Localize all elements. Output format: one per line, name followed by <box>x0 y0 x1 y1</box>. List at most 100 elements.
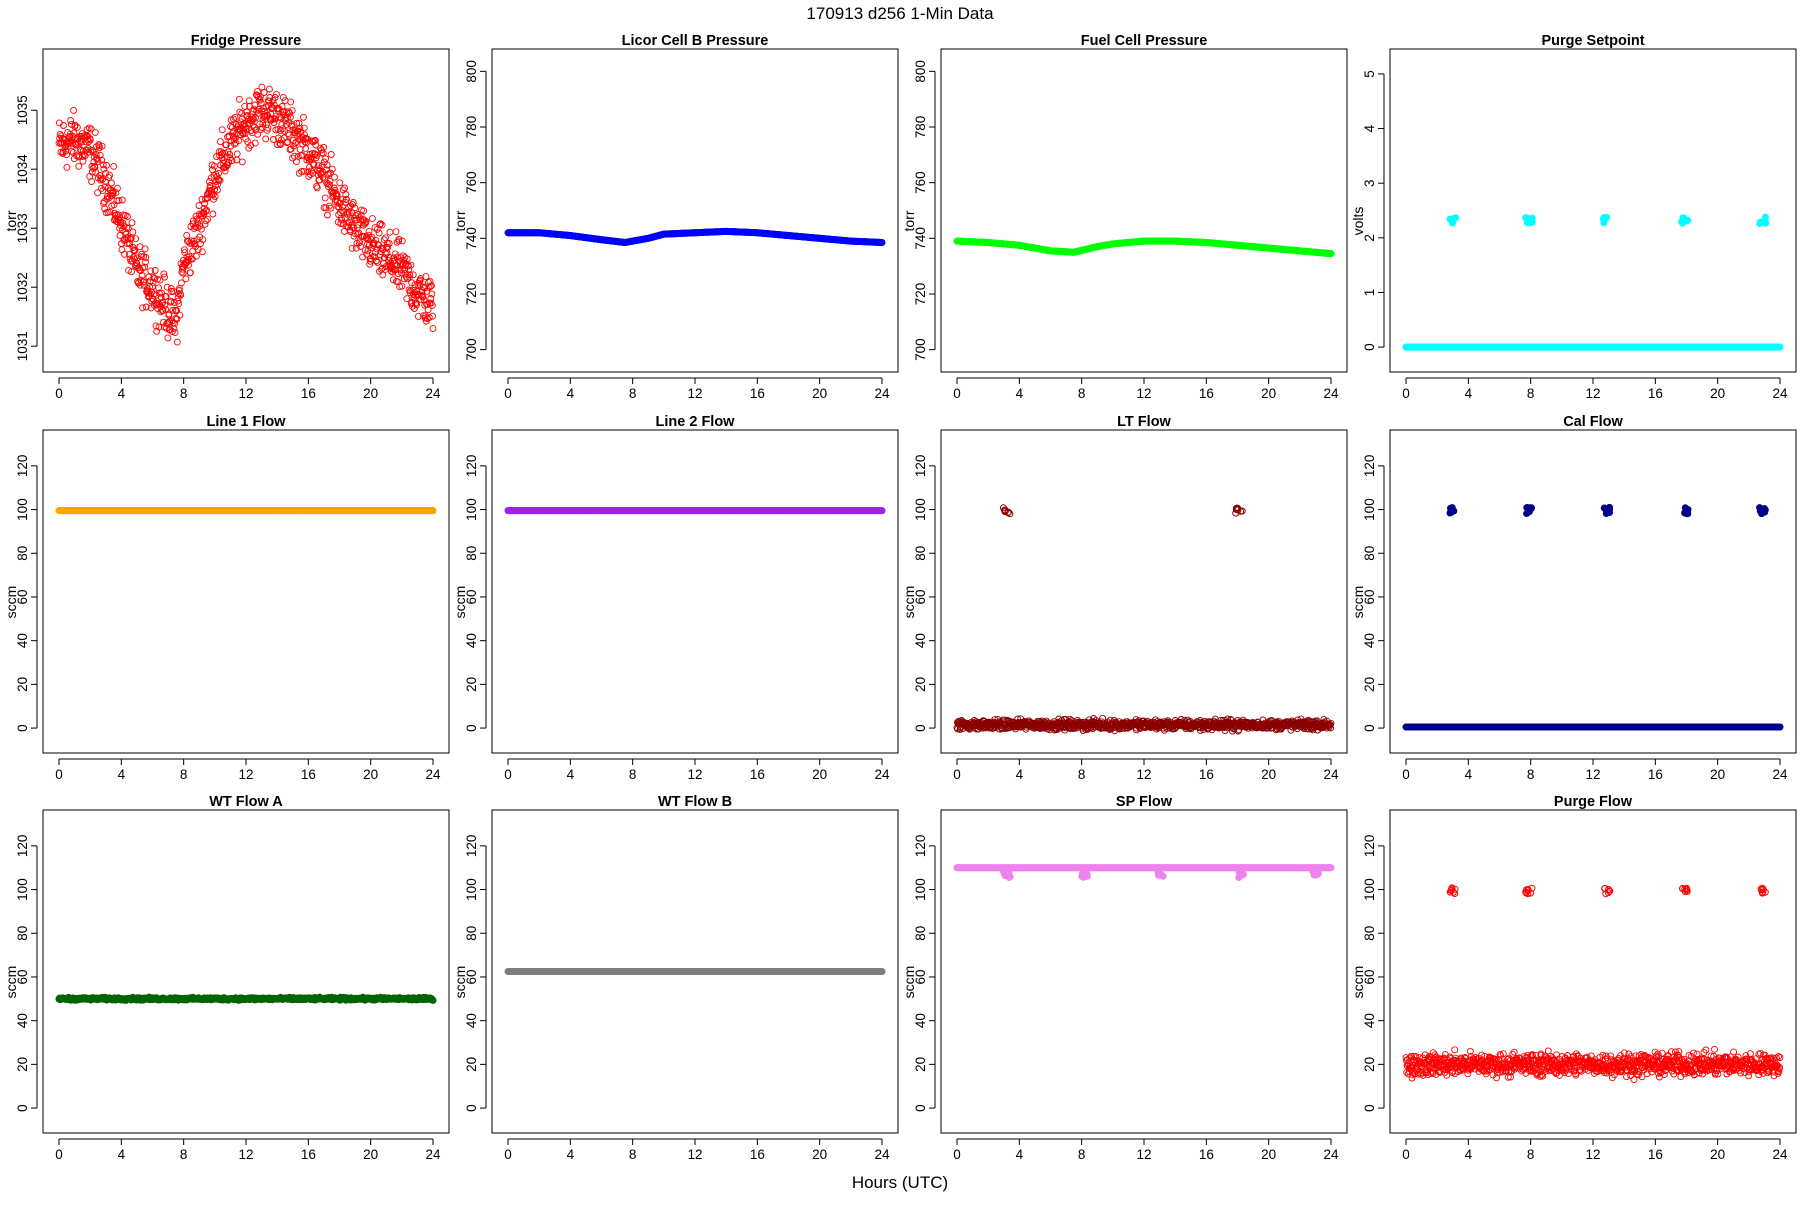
panel-title: Fridge Pressure <box>191 33 301 49</box>
x-tick-label: 4 <box>567 386 575 401</box>
panel-title: Licor Cell B Pressure <box>622 33 769 49</box>
data-point <box>88 126 94 132</box>
data-point <box>130 229 136 235</box>
x-tick-label: 12 <box>238 767 253 782</box>
y-tick-label: 1034 <box>15 154 30 185</box>
x-tick-label: 20 <box>1261 386 1276 401</box>
data-point <box>369 216 375 222</box>
data-point <box>92 129 98 135</box>
x-tick-label: 12 <box>1136 767 1151 782</box>
y-tick-label: 1035 <box>15 95 30 125</box>
data-point <box>1328 250 1334 256</box>
x-tick-label: 8 <box>1527 386 1535 401</box>
x-tick-label: 8 <box>180 767 188 782</box>
series-points <box>505 507 885 513</box>
data-point <box>234 151 240 157</box>
data-point <box>387 229 393 235</box>
panel-title: Purge Setpoint <box>1541 33 1644 49</box>
data-point <box>125 214 131 220</box>
x-tick-label: 4 <box>567 767 575 782</box>
data-point <box>430 507 436 513</box>
y-tick-label: 80 <box>913 546 928 561</box>
x-tick-label: 24 <box>1323 767 1339 782</box>
data-point <box>393 229 399 235</box>
y-tick-label: 0 <box>1362 343 1377 351</box>
data-point <box>376 230 382 236</box>
x-tick-label: 24 <box>425 767 441 782</box>
y-tick-label: 5 <box>1362 70 1377 78</box>
series-points <box>954 715 1334 734</box>
x-tick-label: 0 <box>55 767 63 782</box>
y-tick-label: 3 <box>1362 179 1377 187</box>
x-tick-label: 0 <box>504 386 512 401</box>
data-point <box>70 149 76 155</box>
y-axis-label: sccm <box>901 586 917 619</box>
x-tick-label: 0 <box>504 767 512 782</box>
x-tick-label: 8 <box>629 767 637 782</box>
x-tick-label: 20 <box>812 386 827 401</box>
y-tick-label: 4 <box>1362 124 1377 132</box>
data-point <box>375 259 381 265</box>
y-tick-label: 20 <box>15 677 30 692</box>
data-point <box>303 145 309 151</box>
x-tick-label: 12 <box>687 767 702 782</box>
data-point <box>184 232 190 238</box>
x-tick-label: 16 <box>750 767 765 782</box>
y-tick-label: 720 <box>913 283 928 306</box>
y-tick-label: 0 <box>913 724 928 732</box>
panel-title: Fuel Cell Pressure <box>1081 33 1208 49</box>
x-tick-label: 16 <box>1648 386 1663 401</box>
data-point <box>64 164 70 170</box>
plot-frame <box>941 430 1347 753</box>
data-point <box>183 276 189 282</box>
y-tick-label: 120 <box>15 455 30 478</box>
data-point <box>219 127 225 133</box>
data-point <box>210 211 216 217</box>
y-tick-label: 40 <box>15 633 30 648</box>
plot-frame <box>941 49 1347 372</box>
cluster-point <box>1680 220 1686 226</box>
y-tick-label: 800 <box>913 60 928 83</box>
x-tick-label: 16 <box>301 767 316 782</box>
data-point <box>165 335 171 341</box>
x-tick-label: 20 <box>363 767 378 782</box>
x-tick-label: 12 <box>1585 386 1600 401</box>
data-point <box>301 125 307 131</box>
data-point <box>337 180 343 186</box>
y-tick-label: 0 <box>464 724 479 732</box>
series-points <box>56 84 436 345</box>
x-tick-label: 24 <box>425 386 441 401</box>
y-tick-label: 80 <box>15 546 30 561</box>
x-tick-label: 24 <box>874 767 890 782</box>
y-tick-label: 720 <box>464 283 479 306</box>
x-tick-label: 8 <box>1078 386 1086 401</box>
data-point <box>71 107 77 113</box>
data-point <box>266 86 272 92</box>
data-point <box>108 180 114 186</box>
x-tick-label: 8 <box>1078 767 1086 782</box>
plot-frame <box>492 49 898 372</box>
y-axis-label: torr <box>901 210 917 231</box>
x-tick-label: 16 <box>750 386 765 401</box>
y-tick-label: 20 <box>464 677 479 692</box>
y-axis-label: torr <box>3 210 19 231</box>
data-point <box>239 159 245 165</box>
x-tick-label: 20 <box>1261 767 1276 782</box>
panel-title: LT Flow <box>1117 414 1171 430</box>
cluster-point <box>1762 219 1768 225</box>
x-tick-label: 16 <box>1199 767 1214 782</box>
series-points <box>954 238 1334 257</box>
data-point <box>328 152 334 158</box>
data-point <box>383 235 389 241</box>
plot-frame <box>492 430 898 753</box>
plot-frame <box>43 430 449 753</box>
y-tick-label: 1031 <box>15 331 30 361</box>
data-point <box>129 220 135 226</box>
data-point <box>322 195 328 201</box>
y-tick-label: 20 <box>913 677 928 692</box>
